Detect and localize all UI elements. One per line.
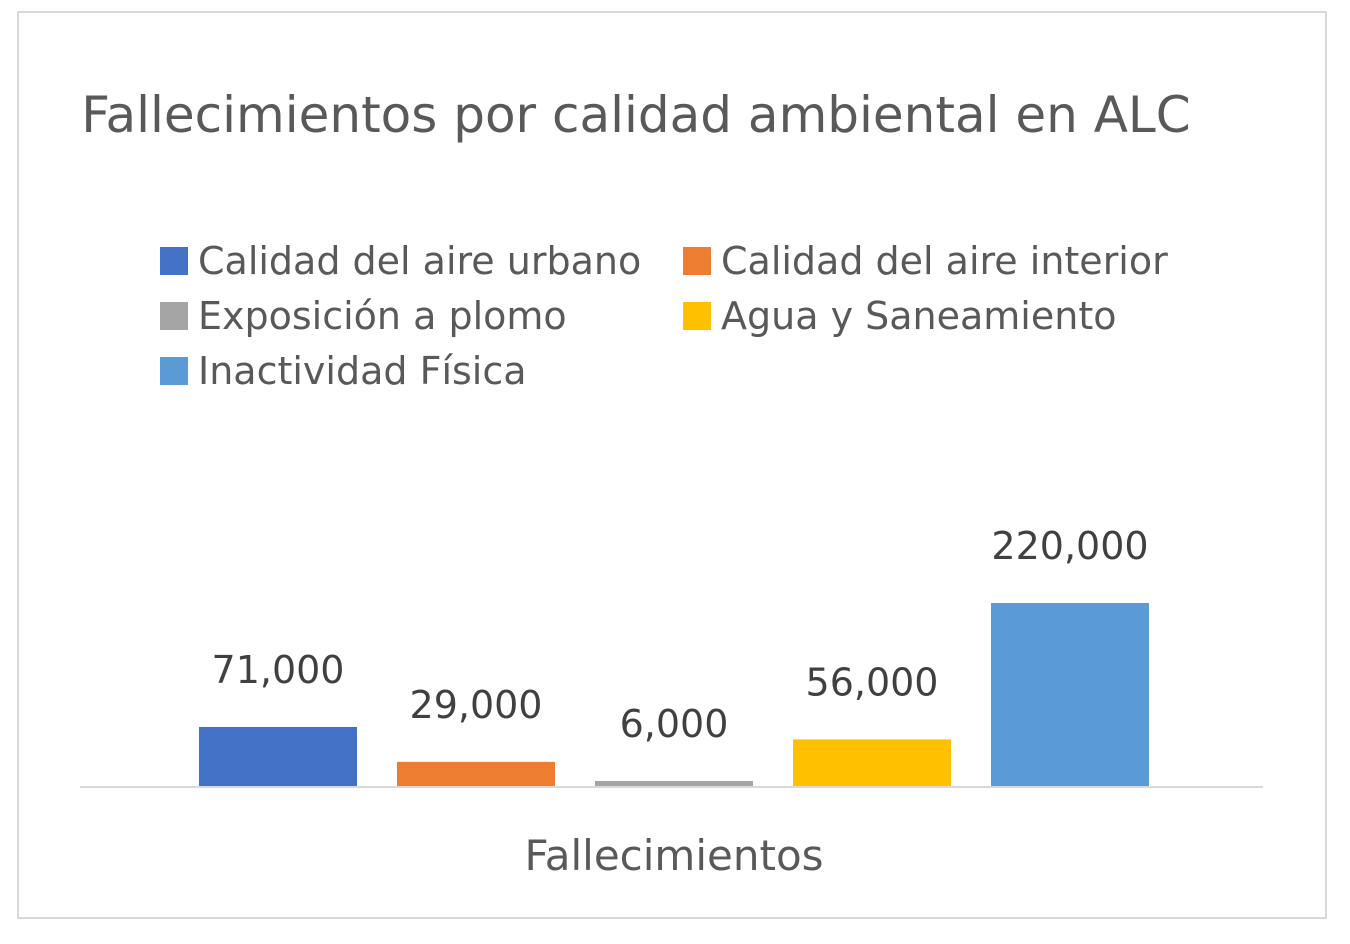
legend-item-aire-urbano: Calidad del aire urbano [160, 236, 641, 286]
data-label-agua: 56,000 [806, 660, 939, 704]
data-label-aire-urbano: 71,000 [212, 648, 345, 692]
chart-title-text: Fallecimientos por calidad ambiental en … [81, 86, 1191, 144]
bar-aire-urbano [199, 726, 357, 786]
legend-label-aire-interior: Calidad del aire interior [721, 239, 1168, 283]
legend-item-aire-interior: Calidad del aire interior [683, 236, 1168, 286]
legend-swatch-agua [683, 302, 711, 330]
legend-label-plomo: Exposición a plomo [198, 294, 567, 338]
legend-swatch-plomo [160, 302, 188, 330]
legend-label-agua: Agua y Saneamiento [721, 294, 1117, 338]
data-label-plomo: 6,000 [620, 702, 729, 746]
legend-label-inactividad: Inactividad Física [198, 349, 527, 393]
legend-swatch-aire-interior [683, 247, 711, 275]
category-label: Fallecimientos [524, 831, 823, 880]
legend-swatch-aire-urbano [160, 247, 188, 275]
data-label-aire-interior: 29,000 [410, 683, 543, 727]
bar-inactividad [991, 603, 1149, 786]
legend-swatch-inactividad [160, 357, 188, 385]
chart-title: Fallecimientos por calidad ambiental en … [0, 78, 1272, 152]
legend-label-aire-urbano: Calidad del aire urbano [198, 239, 642, 283]
legend-item-plomo: Exposición a plomo [160, 291, 567, 341]
legend-item-inactividad: Inactividad Física [160, 346, 527, 396]
bar-agua [793, 739, 951, 786]
bar-plomo [595, 781, 753, 786]
legend-item-agua: Agua y Saneamiento [683, 291, 1116, 341]
data-label-inactividad: 220,000 [991, 524, 1148, 568]
bars-group: 71,000 29,000 6,000 56,000 220,000 [199, 524, 1149, 786]
bar-aire-interior [397, 761, 555, 786]
